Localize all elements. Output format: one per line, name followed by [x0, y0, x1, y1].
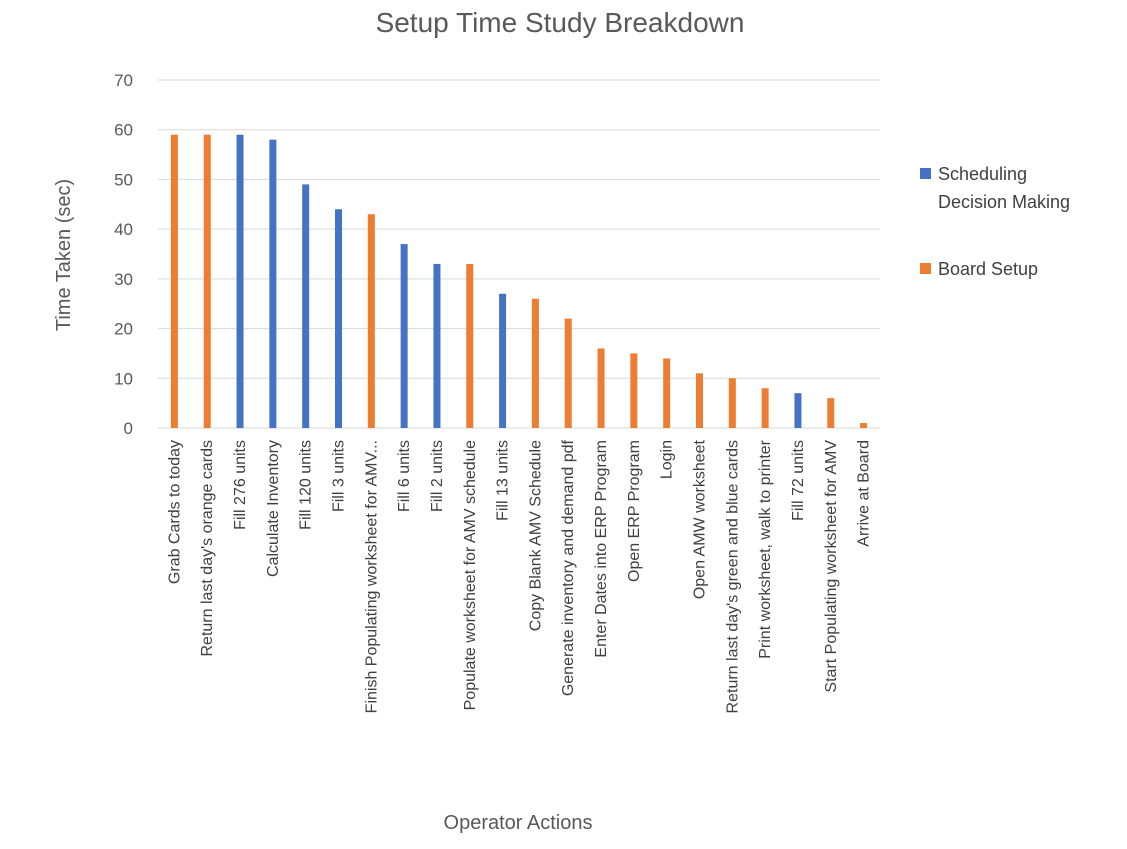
bar [203, 134, 211, 428]
legend-label: Scheduling [938, 164, 1027, 184]
x-tick-label: Fill 2 units [429, 440, 446, 512]
bar [597, 348, 605, 428]
bar [400, 244, 408, 428]
bar [302, 184, 310, 428]
bars [170, 134, 868, 428]
x-tick-label: Copy Blank AMV Schedule [527, 440, 544, 631]
bar [236, 134, 244, 428]
x-tick-label: Calculate Inventory [265, 440, 282, 577]
x-tick-label: Grab Cards to today [166, 440, 183, 584]
y-tick-label: 40 [114, 220, 133, 239]
bar [827, 398, 835, 428]
y-tick-label: 10 [114, 369, 133, 388]
legend-label: Decision Making [938, 192, 1070, 212]
bar [564, 318, 572, 428]
x-tick-label: Open AMW worksheet [692, 439, 709, 599]
x-tick-label: Print worksheet, walk to printer [757, 439, 774, 658]
x-tick-label: Return last day's green and blue cards [724, 440, 741, 713]
bar [663, 358, 671, 428]
bar [761, 388, 769, 428]
x-tick-label: Generate inventory and demand pdf [560, 439, 577, 696]
legend-swatch [920, 263, 931, 274]
x-tick-label: Enter Dates into ERP Program [593, 440, 610, 658]
y-tick-label: 0 [124, 419, 133, 438]
x-tick-label: Fill 72 units [790, 440, 807, 521]
bar [696, 373, 703, 428]
x-tick-label: Login [659, 440, 676, 479]
bar [630, 353, 638, 428]
x-tick-label: Fill 6 units [396, 440, 413, 512]
bar [335, 209, 342, 428]
y-axis-ticks: 0 10 20 30 40 50 60 70 [114, 71, 133, 438]
x-tick-label: Fill 276 units [232, 440, 249, 530]
x-axis-ticks: Grab Cards to today Return last day's ora… [166, 439, 872, 713]
legend-label: Board Setup [938, 259, 1038, 279]
x-tick-label: Fill 13 units [495, 440, 512, 521]
y-axis-title: Time Taken (sec) [53, 179, 75, 331]
y-tick-label: 70 [114, 71, 133, 90]
x-tick-label: Return last day's orange cards [199, 440, 216, 657]
x-axis-title: Operator Actions [444, 812, 593, 834]
bar [433, 263, 441, 428]
bar [860, 423, 868, 428]
bar [170, 134, 178, 428]
bar [794, 393, 802, 428]
y-tick-label: 50 [114, 170, 133, 189]
bar [367, 214, 375, 428]
bar [466, 263, 474, 428]
x-tick-label: Start Populating worksheet for AMV [823, 440, 840, 693]
bar [269, 139, 277, 428]
legend-swatch [920, 168, 931, 179]
bar [728, 378, 736, 428]
y-tick-label: 20 [114, 320, 133, 339]
y-tick-label: 60 [114, 121, 133, 140]
x-tick-label: Fill 120 units [298, 440, 315, 530]
gridlines [158, 79, 880, 429]
x-tick-label: Arrive at Board [856, 440, 873, 547]
y-tick-label: 30 [114, 270, 133, 289]
x-tick-label: Populate worksheet for AMV schedule [462, 440, 479, 710]
x-tick-label: Open ERP Program [626, 440, 643, 582]
x-tick-label: Finish Populating worksheet for AMV... [363, 440, 380, 713]
x-tick-label: Fill 3 units [331, 440, 348, 512]
bar [499, 293, 507, 428]
chart-title: Setup Time Study Breakdown [376, 7, 745, 38]
legend: Scheduling Decision Making Board Setup [920, 164, 1070, 279]
bar [531, 298, 539, 428]
